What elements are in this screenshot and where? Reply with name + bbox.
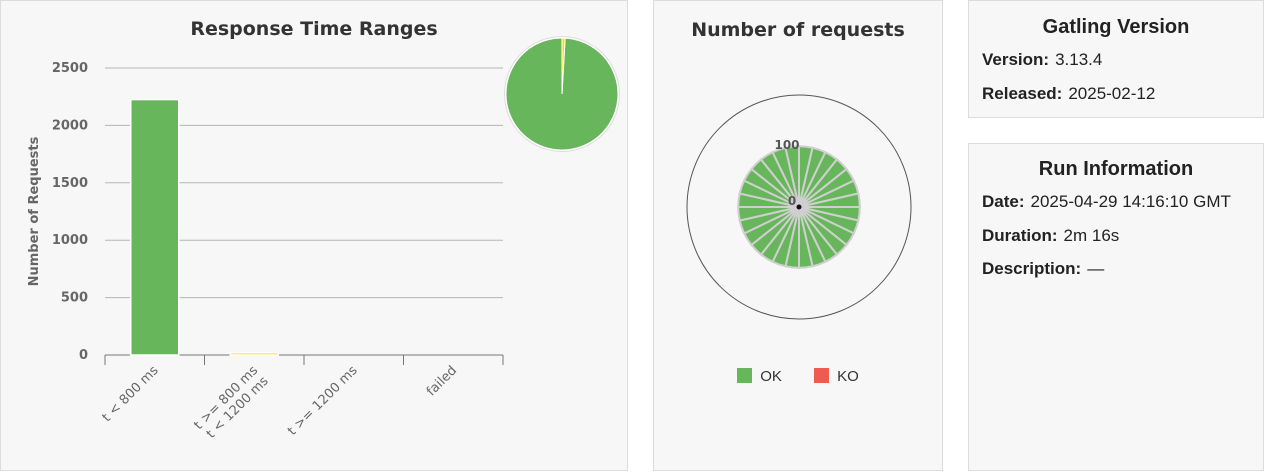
chart-legend: OK KO xyxy=(654,368,942,385)
bar-1 xyxy=(229,351,279,356)
gatling-version-panel: Gatling Version Version: 3.13.4 Released:… xyxy=(968,0,1264,118)
polar-outer-ring xyxy=(686,94,912,320)
y-tick-label: 2000 xyxy=(52,118,88,133)
released-row: Released: 2025-02-12 xyxy=(982,84,1155,104)
polar-center xyxy=(796,204,802,210)
legend-item-ko[interactable]: KO xyxy=(814,368,859,385)
version-row: Version: 3.13.4 xyxy=(982,50,1102,70)
description-row: Description: — xyxy=(982,259,1104,279)
legend-label: OK xyxy=(760,368,782,385)
duration-row: Duration: 2m 16s xyxy=(982,226,1119,246)
panel-title: Run Information xyxy=(1038,158,1194,180)
y-tick-label: 2500 xyxy=(52,61,88,76)
number-of-requests-panel: Number of requests 100 0 OK KO xyxy=(653,0,943,471)
response-time-ranges-chart: 0 500 1000 1500 2000 2500 Number of Requests t … xyxy=(27,36,620,443)
duration-label: Duration: xyxy=(982,226,1058,245)
radial-tick-label: 100 xyxy=(774,138,799,152)
response-time-ranges-panel: Response Time Ranges 0 500 1000 1500 2000 250… xyxy=(0,0,628,471)
chart-title: Number of requests xyxy=(691,19,905,41)
radial-tick-label: 0 xyxy=(788,194,796,208)
polar-column-ok xyxy=(784,145,800,208)
version-label: Version: xyxy=(982,50,1050,69)
released-value: 2025-02-12 xyxy=(1068,84,1156,103)
y-tick-label: 500 xyxy=(61,291,88,306)
description-label: Description: xyxy=(982,259,1082,278)
date-label: Date: xyxy=(982,192,1025,211)
bar-0 xyxy=(130,98,180,356)
pie-slice-1 xyxy=(561,37,566,95)
x-tick-label: failed xyxy=(424,363,460,399)
x-tick-label: t >= 800 mst < 1200 ms xyxy=(191,363,271,443)
y-tick-label: 1500 xyxy=(52,176,88,191)
description-value: — xyxy=(1087,259,1105,278)
legend-item-ok[interactable]: OK xyxy=(737,368,782,385)
run-information-panel: Run Information Date: 2025-04-29 14:16:10… xyxy=(968,143,1264,471)
duration-value: 2m 16s xyxy=(1063,226,1120,245)
released-label: Released: xyxy=(982,84,1063,103)
y-axis-title: Number of Requests xyxy=(27,136,42,286)
legend-swatch-ok xyxy=(737,368,753,383)
y-tick-label: 1000 xyxy=(52,233,88,248)
date-row: Date: 2025-04-29 14:16:10 GMT xyxy=(982,192,1231,212)
chart-title: Response Time Ranges xyxy=(190,18,438,40)
legend-label: KO xyxy=(837,368,859,385)
legend-swatch-ko xyxy=(814,368,830,383)
date-value: 2025-04-29 14:16:10 GMT xyxy=(1030,192,1231,211)
y-tick-label: 0 xyxy=(79,348,88,363)
panel-title: Gatling Version xyxy=(1042,16,1190,38)
version-value: 3.13.4 xyxy=(1055,50,1103,69)
x-tick-label: t >= 1200 ms xyxy=(285,363,361,439)
number-of-requests-chart: 100 0 xyxy=(686,94,912,320)
x-tick-label: t < 800 ms xyxy=(100,363,162,425)
